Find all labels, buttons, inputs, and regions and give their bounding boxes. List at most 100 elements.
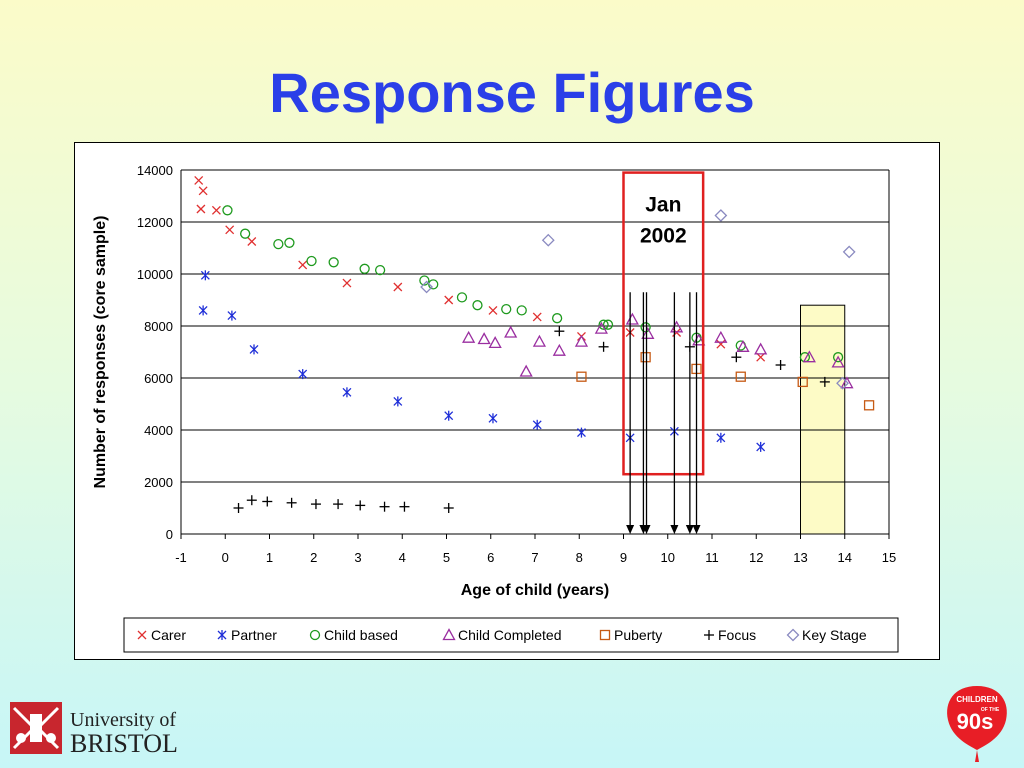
partner-point <box>227 310 237 321</box>
jan-2002-arrowhead <box>692 525 701 534</box>
jan-2002-arrowhead <box>626 525 635 534</box>
partner-point <box>716 432 726 443</box>
child-completed-point <box>714 330 728 343</box>
legend-label: Partner <box>231 627 277 643</box>
child-based-point <box>516 305 527 316</box>
child-based-point <box>602 319 614 330</box>
x-tick-label: -1 <box>175 550 187 565</box>
child-based-point <box>374 264 386 276</box>
child-based-point <box>551 313 563 324</box>
y-tick-label: 10000 <box>137 267 173 282</box>
x-tick-label: 10 <box>661 550 675 565</box>
partner-point <box>200 270 210 281</box>
child-based-point <box>284 237 295 248</box>
legend-marker-puberty <box>599 629 611 641</box>
child-completed-point <box>831 355 845 368</box>
focus-point <box>819 376 830 387</box>
focus-point <box>598 341 609 352</box>
child-based-point <box>456 292 468 303</box>
legend-label: Carer <box>151 627 186 643</box>
y-tick-label: 2000 <box>144 475 173 490</box>
x-tick-label: 1 <box>266 550 273 565</box>
carer-point <box>247 237 257 246</box>
partner-point <box>444 410 454 421</box>
child-completed-point <box>802 350 816 363</box>
key-stage-point <box>541 233 555 247</box>
c90-logo-line2: OF THE <box>981 707 1000 713</box>
puberty-point <box>640 352 651 363</box>
child-based-point <box>273 238 284 250</box>
legend-marker-child-completed <box>442 628 456 641</box>
partner-point <box>577 427 586 438</box>
carer-point <box>298 260 308 270</box>
key-stage-point <box>842 245 856 259</box>
child-based-point <box>359 263 370 274</box>
y-tick-label: 14000 <box>137 163 173 178</box>
child-based-point <box>328 257 339 268</box>
x-tick-label: 5 <box>443 550 450 565</box>
carer-point <box>211 205 221 215</box>
child-completed-point <box>462 330 476 343</box>
focus-point <box>262 496 273 507</box>
child-completed-point <box>477 332 491 345</box>
focus-point <box>286 497 297 508</box>
children-of-the-90s-logo: CHILDREN OF THE 90s <box>947 686 1007 762</box>
legend-label: Child Completed <box>458 627 562 643</box>
legend-label: Child based <box>324 627 398 643</box>
focus-point <box>233 503 244 513</box>
partner-point <box>532 419 542 430</box>
child-completed-point <box>552 343 566 356</box>
legend-marker-focus <box>704 630 714 640</box>
child-completed-point <box>754 342 768 355</box>
child-completed-point <box>670 320 684 333</box>
child-based-point <box>598 319 609 330</box>
jan-2002-label: 2002 <box>640 225 687 248</box>
child-based-point <box>832 352 844 363</box>
slide-title: Response Figures <box>269 61 755 124</box>
child-completed-point <box>594 321 608 334</box>
child-completed-point <box>532 334 547 347</box>
legend-label: Key Stage <box>802 627 867 643</box>
focus-point <box>554 326 565 337</box>
y-tick-label: 8000 <box>144 319 173 334</box>
carer-point <box>444 295 454 305</box>
child-completed-point <box>736 339 750 352</box>
x-tick-label: 7 <box>531 550 538 565</box>
child-completed-point <box>519 364 533 377</box>
child-based-point <box>240 228 251 239</box>
puberty-point <box>735 371 746 382</box>
focus-point <box>246 495 257 506</box>
focus-point <box>731 352 742 363</box>
carer-point <box>488 305 498 315</box>
jan-2002-label: Jan <box>645 194 681 217</box>
focus-point <box>355 500 366 511</box>
focus-point <box>379 501 390 512</box>
y-tick-label: 6000 <box>144 371 173 386</box>
partner-point <box>756 441 766 452</box>
jan-2002-arrowhead <box>685 525 694 534</box>
legend-marker-partner <box>217 630 227 640</box>
jan-2002-arrowhead <box>642 525 651 534</box>
university-logo-line2: BRISTOL <box>70 729 178 758</box>
university-of-bristol-logo: University of BRISTOL <box>10 702 178 758</box>
y-tick-label: 4000 <box>144 423 173 438</box>
carer-point <box>194 175 204 185</box>
carer-point <box>532 312 542 322</box>
partner-point <box>342 387 352 398</box>
x-tick-label: 12 <box>749 550 763 565</box>
key-stage-point <box>420 280 434 294</box>
x-tick-label: 6 <box>487 550 494 565</box>
child-completed-point <box>574 334 589 347</box>
x-tick-label: 13 <box>793 550 807 565</box>
child-based-point <box>419 275 430 286</box>
partner-point <box>393 396 403 407</box>
partner-point <box>249 344 259 355</box>
partner-point <box>198 305 208 316</box>
x-tick-label: 0 <box>222 550 229 565</box>
x-tick-label: 8 <box>576 550 583 565</box>
y-axis-title: Number of responses (core sample) <box>92 216 109 489</box>
legend-marker-key-stage <box>786 628 800 642</box>
x-tick-label: 2 <box>310 550 317 565</box>
carer-point <box>342 278 352 288</box>
puberty-point <box>797 376 808 388</box>
